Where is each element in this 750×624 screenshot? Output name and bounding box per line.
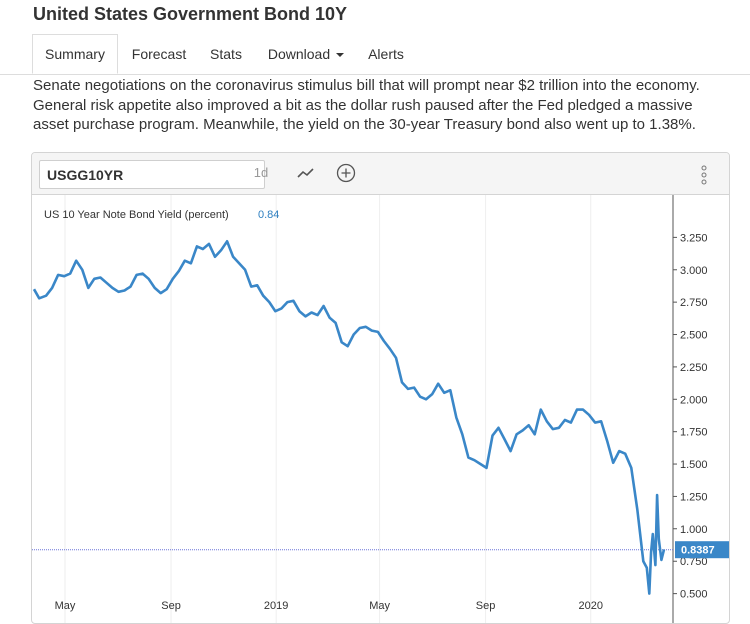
article-text: Senate negotiations on the coronavirus s… [33,76,738,135]
tab-stats[interactable]: Stats [210,46,242,62]
y-tick-label: 0.750 [680,556,708,568]
plus-circle-icon[interactable] [336,163,356,183]
x-tick-label: May [55,600,76,612]
x-tick-label: 2020 [579,600,603,612]
y-tick-label: 1.250 [680,491,708,503]
article-line: Senate negotiations on the coronavirus s… [33,77,700,94]
y-tick-label: 1.500 [680,459,708,471]
caret-down-icon [336,53,345,58]
x-tick-label: Sep [476,600,496,612]
article-line: asset purchase program. Meanwhile, the y… [33,116,696,133]
legend-value: 0.84 [258,209,279,221]
legend-label: US 10 Year Note Bond Yield (percent) [44,209,229,221]
line-chart-icon[interactable] [296,164,316,182]
y-tick-label: 2.000 [680,394,708,406]
yield-chart[interactable]: US 10 Year Note Bond Yield (percent) 0.8… [32,195,729,623]
chart-toolbar: 1d [32,153,729,195]
vertical-dots-icon[interactable] [700,165,708,185]
x-tick-label: 2019 [264,600,288,612]
y-tick-label: 3.250 [680,232,708,244]
article-line: General risk appetite also improved a bi… [33,96,693,114]
series-line [32,240,666,595]
symbol-input[interactable] [39,160,265,189]
x-tick-label: May [369,600,390,612]
tab-download-label: Download [267,46,331,62]
chart-panel: 1d US 10 Year Note Bond Yield (percent) … [31,152,730,624]
y-tick-label: 2.500 [680,330,708,342]
last-value-tag [675,541,729,559]
chart-grid [64,195,592,623]
y-tick-label: 0.500 [680,589,708,601]
page-title: United States Government Bond 10Y [33,4,348,24]
last-value-label: 0.8387 [681,545,715,557]
y-axis: 3.250 3.000 2.750 2.500 2.250 2.000 1.750 1.500… [673,232,708,601]
tab-forecast[interactable]: Forecast [131,46,187,62]
y-tick-label: 1.000 [680,524,708,536]
y-tick-label: 1.750 [680,427,708,439]
tab-download[interactable]: Download [260,34,352,74]
x-tick-label: Sep [161,600,181,612]
tab-bar: Summary Forecast Stats Download Alerts [0,34,750,75]
y-tick-label: 3.000 [680,265,708,277]
y-tick-label: 2.250 [680,362,708,374]
x-axis: May Sep 2019 May Sep 2020 [55,600,603,612]
tab-alerts[interactable]: Alerts [368,46,404,62]
tab-summary[interactable]: Summary [32,34,118,74]
interval-button[interactable]: 1d [253,165,269,180]
y-tick-label: 2.750 [680,297,708,309]
